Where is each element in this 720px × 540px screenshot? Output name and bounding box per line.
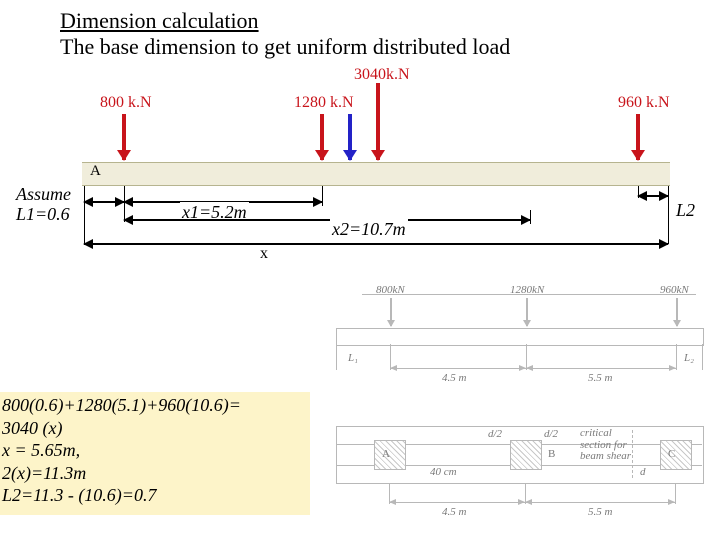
assume-label-2: L1=0.6: [16, 204, 70, 225]
calculation-box: 800(0.6)+1280(5.1)+960(10.6)= 3040 (x) x…: [0, 392, 310, 515]
sk2-d2: d/2: [544, 428, 558, 440]
arrow-down-top: [376, 83, 380, 160]
sk2-tick: [675, 484, 676, 504]
x-label: x: [260, 245, 268, 263]
sk1-dim: [526, 368, 676, 369]
arrow-down-right: [636, 114, 640, 160]
arrow-down-center: [320, 114, 324, 160]
x2-label: x2=10.7m: [330, 219, 408, 240]
sk2-dim-label: 5.5 m: [588, 506, 612, 518]
dim-l2: [638, 195, 668, 197]
sk1-beam: [336, 328, 704, 346]
sk1-arrow: [676, 298, 678, 326]
sk1-arrow: [390, 298, 392, 326]
calc-line: L2=11.3 - (10.6)=0.7: [2, 484, 306, 507]
sk2-dim: [389, 502, 525, 503]
sk2-footing-a: [374, 440, 406, 470]
calc-line: x = 5.65m,: [2, 439, 306, 462]
force-right-label: 960 k.N: [618, 94, 670, 112]
sk2-dim-label: 4.5 m: [442, 506, 466, 518]
dim-x: [84, 243, 668, 245]
sk2-critical-dash: [632, 430, 633, 478]
force-center-label: 1280 k.N: [294, 94, 354, 112]
calc-line: 2(x)=11.3m: [2, 462, 306, 485]
sk1-tick: [676, 344, 677, 370]
sk1-dim-label: 5.5 m: [588, 372, 612, 384]
sk1-tick: [702, 344, 703, 370]
sk1-leader: [362, 294, 696, 295]
sk1-tick: [336, 344, 337, 370]
dim-l1: [84, 201, 124, 203]
tick-beam-left: [84, 186, 85, 244]
page-subtitle: The base dimension to get uniform distri…: [60, 34, 510, 60]
sk2-label-c: C: [668, 448, 675, 460]
sk1-l1: L₁: [348, 352, 358, 364]
sketch-bottom: A B C 40 cm d/2 d/2 critical section for…: [318, 408, 716, 530]
arrow-down-left: [122, 114, 126, 160]
sk2-40cm: 40 cm: [430, 466, 457, 478]
sk2-d2: d/2: [488, 428, 502, 440]
sk2-note: critical section for beam shear: [580, 428, 631, 463]
force-left-label: 800 k.N: [100, 94, 152, 112]
sk2-footing-b: [510, 440, 542, 470]
assume-label-1: Assume: [16, 184, 71, 205]
sk2-label-b: B: [548, 448, 555, 460]
sk2-dim: [525, 502, 675, 503]
force-top-label: 3040k.N: [354, 66, 410, 84]
dim-x2: [124, 219, 530, 221]
calc-line: 800(0.6)+1280(5.1)+960(10.6)=: [2, 394, 306, 417]
arrow-down-blue: [348, 114, 352, 160]
page-title: Dimension calculation: [60, 8, 259, 33]
l2-label: L2: [676, 200, 695, 221]
point-a-label: A: [90, 163, 101, 180]
sk1-dim-label: 4.5 m: [442, 372, 466, 384]
sk1-l2: L₂: [684, 352, 694, 364]
beam-strip: [82, 162, 670, 186]
sk1-arrow: [526, 298, 528, 326]
sk2-label-a: A: [382, 448, 390, 460]
calc-line: 3040 (x): [2, 417, 306, 440]
sketch-top: 800kN 1280kN 960kN L₁ L₂ 4.5 m 5.5 m: [318, 284, 716, 394]
sk2-footing-c: [660, 440, 692, 470]
sk1-dim: [390, 368, 526, 369]
sk2-d: d: [640, 466, 646, 478]
